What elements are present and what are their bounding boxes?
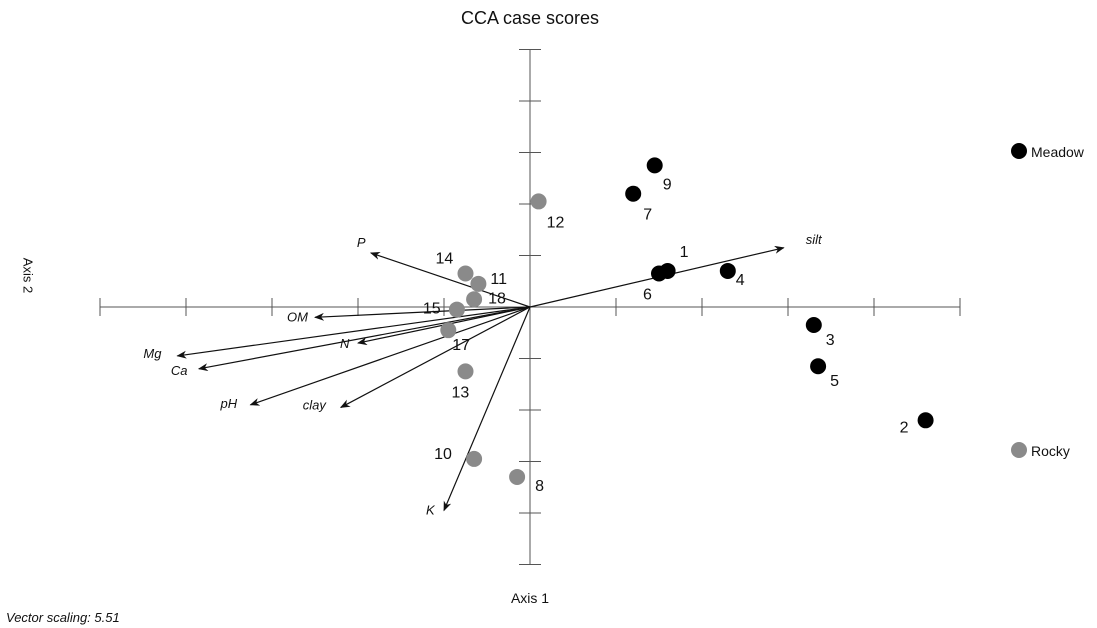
sample-label-14: 14 — [436, 251, 454, 268]
vector-arrow-mg — [176, 306, 531, 359]
sample-label-18: 18 — [488, 290, 506, 307]
vector-arrow-k — [443, 306, 531, 512]
sample-label-4: 4 — [736, 272, 745, 289]
sample-point-18 — [466, 291, 483, 308]
sample-label-9: 9 — [663, 176, 672, 193]
sample-label-1: 1 — [680, 244, 689, 261]
sample-point-14 — [457, 265, 474, 282]
sample-point-7 — [625, 185, 642, 202]
vector-label-silt: silt — [806, 232, 823, 247]
sample-label-6: 6 — [643, 287, 652, 304]
sample-point-10 — [466, 450, 483, 467]
sample-label-17: 17 — [452, 337, 470, 354]
sample-label-13: 13 — [452, 384, 470, 401]
y-axis-label: Axis 2 — [20, 257, 36, 294]
chart-title: CCA case scores — [460, 8, 600, 28]
sample-label-3: 3 — [826, 332, 835, 349]
legend-marker-meadow — [1011, 143, 1027, 159]
vector-label-p: P — [357, 235, 366, 250]
sample-point-2 — [917, 412, 934, 429]
vector-scaling-note: Vector scaling: 5.51 — [6, 610, 120, 625]
sample-point-3 — [805, 317, 822, 334]
sample-point-17 — [440, 322, 457, 339]
sample-label-10: 10 — [434, 446, 452, 463]
sample-point-5 — [810, 358, 827, 375]
x-axis-label: Axis 1 — [510, 590, 550, 606]
sample-point-15 — [448, 301, 465, 318]
sample-label-11: 11 — [490, 271, 507, 288]
vector-label-n: N — [340, 336, 350, 351]
legend-label-meadow: Meadow — [1031, 144, 1085, 160]
vector-arrow-ca — [197, 306, 531, 372]
vector-label-ph: pH — [220, 396, 238, 411]
sample-label-2: 2 — [900, 419, 909, 436]
vector-label-clay: clay — [303, 397, 328, 412]
legend-label-rocky: Rocky — [1031, 443, 1070, 459]
sample-point-11 — [470, 275, 487, 292]
sample-point-12 — [530, 193, 547, 210]
sample-point-8 — [509, 468, 526, 485]
vector-arrow-clay — [339, 306, 531, 408]
vector-label-mg: Mg — [143, 346, 162, 361]
legend-marker-rocky — [1011, 442, 1027, 458]
vector-arrow-p — [369, 252, 531, 308]
sample-label-5: 5 — [830, 373, 839, 390]
vector-arrow-om — [314, 306, 531, 321]
sample-point-6 — [651, 265, 667, 282]
vector-label-k: K — [426, 502, 436, 517]
sample-label-12: 12 — [547, 214, 565, 231]
sample-point-4 — [719, 262, 736, 279]
vector-arrow-ph — [249, 306, 531, 406]
sample-label-8: 8 — [535, 478, 544, 495]
sample-label-15: 15 — [423, 301, 441, 318]
sample-point-13 — [457, 363, 474, 380]
sample-label-7: 7 — [643, 207, 652, 224]
sample-point-9 — [646, 157, 663, 174]
vector-label-om: OM — [287, 309, 308, 324]
vector-label-ca: Ca — [171, 363, 188, 378]
